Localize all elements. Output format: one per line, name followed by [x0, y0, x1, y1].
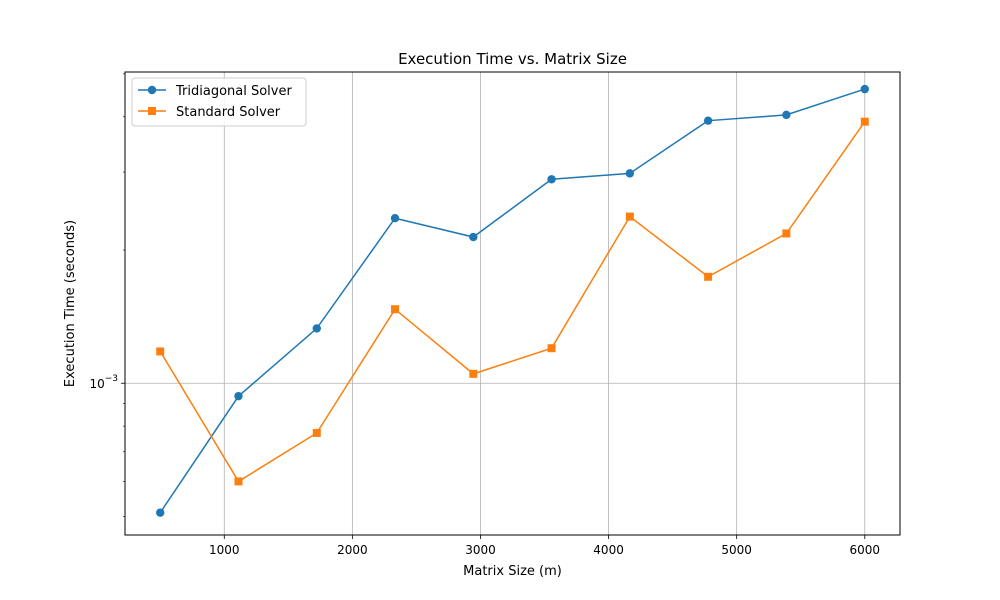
tridiagonal-solver-point [782, 110, 791, 120]
standard-solver-point [234, 477, 243, 486]
series-layer [156, 84, 869, 517]
x-axis-label: Matrix Size (m) [463, 564, 562, 579]
tridiagonal-solver-line [159, 88, 866, 514]
x-tick-label: 2000 [337, 543, 368, 557]
y-axis-label: Execution Time (seconds) [63, 220, 78, 387]
legend-box [131, 77, 307, 127]
standard-solver-point [782, 229, 791, 238]
x-tick-label: 4000 [593, 543, 624, 557]
tridiagonal-solver-legend-label: Tridiagonal Solver [175, 84, 292, 99]
tridiagonal-solver-point [860, 84, 869, 94]
x-tick-label: 5000 [721, 543, 752, 557]
standard-solver-point [469, 369, 478, 378]
tridiagonal-solver-point [547, 175, 556, 184]
tridiagonal-solver-point [390, 214, 400, 223]
x-tick-label: 6000 [849, 543, 880, 557]
x-tick-label: 3000 [465, 543, 496, 557]
tridiagonal-solver-point [156, 508, 165, 517]
standard-solver-line [159, 121, 866, 483]
standard-solver-point [547, 344, 556, 353]
standard-solver-legend-label: Standard Solver [176, 105, 281, 120]
ticks: 1000 2000 3000 4000 5000 6000 10−3 [89, 73, 880, 557]
chart-title: Execution Time vs. Matrix Size [398, 50, 627, 68]
tridiagonal-solver-point [625, 169, 635, 178]
x-tick-label: 1000 [209, 543, 240, 557]
tridiagonal-solver-legend-marker [147, 85, 157, 95]
grid [125, 72, 900, 535]
tridiagonal-solver-point [234, 391, 243, 401]
legend: Tridiagonal Solver Standard Solver [131, 77, 307, 127]
standard-solver-point [391, 305, 400, 314]
tridiagonal-solver-point [469, 232, 478, 242]
standard-solver-point [625, 212, 634, 221]
standard-solver-point [156, 347, 165, 356]
standard-solver-point [860, 117, 869, 126]
tridiagonal-solver-point [703, 116, 713, 125]
standard-solver-point [704, 272, 713, 281]
y-tick-label: 10−3 [89, 374, 118, 391]
standard-solver-point [312, 428, 321, 437]
standard-solver-legend-marker [148, 107, 156, 115]
tridiagonal-solver-point [312, 324, 321, 333]
plot-frame [124, 71, 901, 536]
